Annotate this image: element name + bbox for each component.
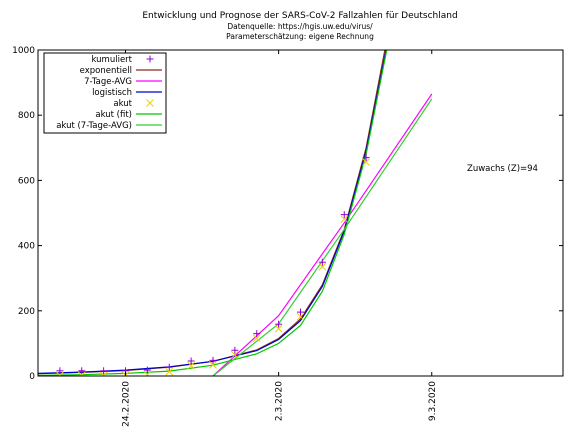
data-point-kumuliert <box>297 308 304 316</box>
data-point-akut <box>252 334 261 343</box>
data-point-kumuliert <box>362 154 370 162</box>
data-point-akut <box>143 370 152 376</box>
series-line-akut-7-tage-avg- <box>212 98 433 376</box>
y-tick-label: 200 <box>18 307 35 317</box>
legend-label: kumuliert <box>92 55 133 65</box>
x-tick-label: 2.3.2020 <box>275 381 285 421</box>
data-point-akut <box>99 371 108 376</box>
data-point-kumuliert <box>187 357 195 365</box>
legend-label: 7-Tage-AVG <box>84 77 132 87</box>
y-tick-label: 0 <box>29 372 35 382</box>
data-point-kumuliert <box>100 367 108 375</box>
data-point-kumuliert <box>275 320 283 328</box>
annotation-zuwachs: Zuwachs (Z)=94 <box>467 164 538 174</box>
data-point-akut <box>340 215 349 224</box>
data-point-akut <box>318 262 327 271</box>
legend-label: exponentiell <box>80 66 132 76</box>
y-tick-label: 600 <box>18 176 35 186</box>
data-point-akut <box>77 371 86 376</box>
chart-subtitle-2: Parameterschätzung: eigene Rechnung <box>226 32 374 41</box>
legend-label: akut (fit) <box>95 110 132 120</box>
legend-label: logistisch <box>92 88 132 98</box>
series-line-logistisch <box>38 50 387 374</box>
data-point-akut <box>362 158 370 166</box>
y-tick-label: 400 <box>18 242 35 252</box>
y-tick-label: 1000 <box>12 46 35 56</box>
data-point-kumuliert <box>56 367 64 375</box>
data-point-kumuliert <box>318 258 326 266</box>
data-point-kumuliert <box>143 366 151 374</box>
series-line-7-tage-avg <box>212 93 433 376</box>
series-line-akut-fit- <box>38 50 388 376</box>
axis-layer: 0 200 400 600 800 1000 24.2.2020 2.3.2020 9.3.20… <box>12 46 564 427</box>
chart-subtitle-1: Datenquelle: https://hgis.uw.edu/virus/ <box>227 22 373 31</box>
plot-frame <box>37 49 564 377</box>
data-point-kumuliert <box>231 346 239 354</box>
data-point-akut <box>56 371 64 376</box>
legend-label: akut (7-Tage-AVG) <box>56 121 132 131</box>
data-point-kumuliert <box>165 363 173 371</box>
x-tick-label: 9.3.2020 <box>428 381 438 421</box>
legend: kumuliertexponentiell7-Tage-AVGlogistisc… <box>43 52 167 134</box>
data-point-akut <box>187 361 195 370</box>
data-point-akut <box>209 361 217 369</box>
y-tick-label: 800 <box>18 111 35 121</box>
data-point-akut <box>296 312 305 321</box>
data-point-kumuliert <box>78 367 86 375</box>
data-point-akut <box>231 350 239 359</box>
data-point-kumuliert <box>209 356 217 364</box>
legend-key-x <box>146 99 154 107</box>
legend-label: akut <box>113 99 132 109</box>
data-point-akut <box>165 367 174 376</box>
data-point-kumuliert <box>340 211 348 219</box>
legend-box <box>43 52 167 134</box>
series-layer <box>38 50 433 376</box>
x-tick-label: 24.2.2020 <box>122 381 132 427</box>
data-point-akut <box>274 324 283 333</box>
data-point-kumuliert <box>253 330 261 338</box>
chart-title: Entwicklung und Prognose der SARS-CoV-2 … <box>142 11 457 21</box>
